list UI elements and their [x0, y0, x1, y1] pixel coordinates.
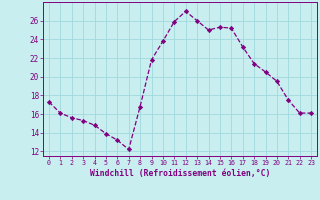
X-axis label: Windchill (Refroidissement éolien,°C): Windchill (Refroidissement éolien,°C): [90, 169, 270, 178]
